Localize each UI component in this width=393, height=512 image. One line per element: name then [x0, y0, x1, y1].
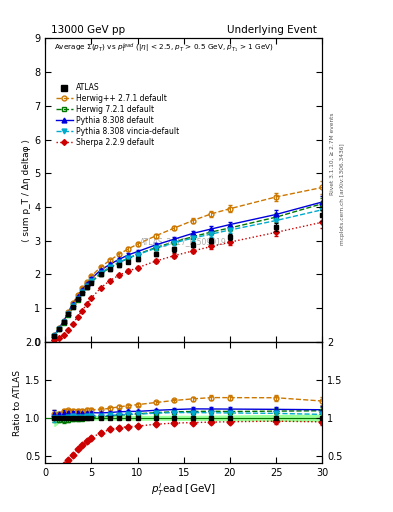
Text: Average $\Sigma(p_T)$ vs $p_T^{lead}$ ($|\eta|$ < 2.5, $p_T$ > 0.5 GeV, $p_{T_1}: Average $\Sigma(p_T)$ vs $p_T^{lead}$ ($…	[53, 41, 274, 55]
Legend: ATLAS, Herwig++ 2.7.1 default, Herwig 7.2.1 default, Pythia 8.308 default, Pythi: ATLAS, Herwig++ 2.7.1 default, Herwig 7.…	[53, 80, 182, 150]
Text: ATLAS_2017_I1509919: ATLAS_2017_I1509919	[140, 237, 227, 246]
Y-axis label: Ratio to ATLAS: Ratio to ATLAS	[13, 370, 22, 436]
Text: Rivet 3.1.10, ≥ 2.7M events: Rivet 3.1.10, ≥ 2.7M events	[330, 112, 335, 195]
Text: mcplots.cern.ch [arXiv:1306.3436]: mcplots.cern.ch [arXiv:1306.3436]	[340, 144, 345, 245]
Text: Underlying Event: Underlying Event	[227, 25, 317, 35]
Text: 13000 GeV pp: 13000 GeV pp	[51, 25, 125, 35]
Y-axis label: ⟨ sum p_T / Δη deltaφ ⟩: ⟨ sum p_T / Δη deltaφ ⟩	[22, 139, 31, 242]
X-axis label: $p_T^{l}$ead [GeV]: $p_T^{l}$ead [GeV]	[151, 481, 216, 498]
